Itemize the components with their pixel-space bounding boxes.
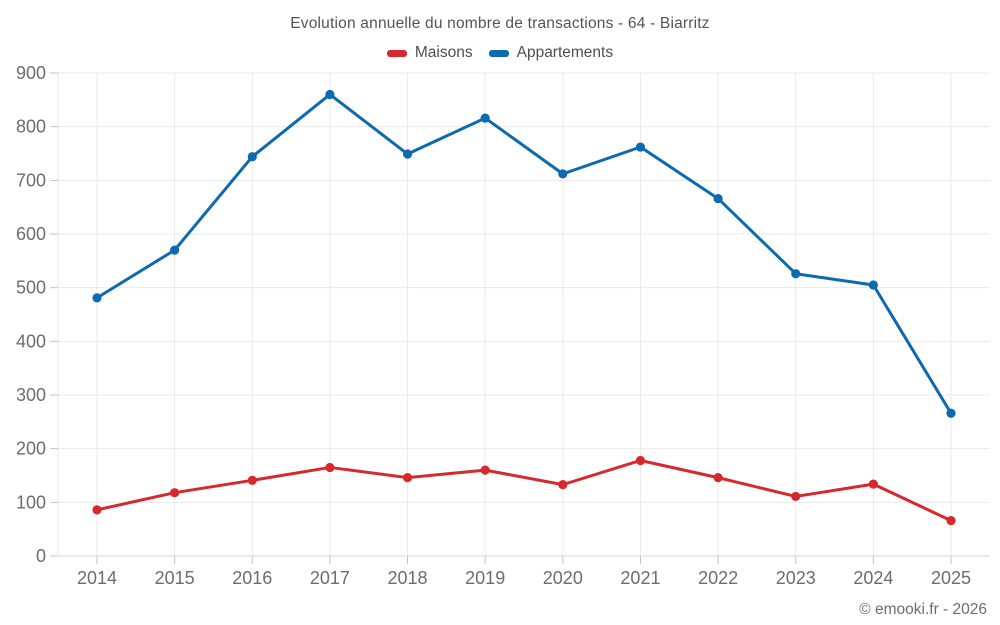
legend-item-appartements[interactable]: Appartements — [488, 44, 614, 62]
y-axis-tick-label: 900 — [16, 63, 46, 83]
point-appartements-2015[interactable] — [170, 245, 180, 255]
point-appartements-2020[interactable] — [558, 169, 568, 179]
y-axis-tick-label: 400 — [16, 331, 46, 351]
point-maisons-2021[interactable] — [635, 455, 646, 466]
point-appartements-2024[interactable] — [868, 280, 878, 290]
point-appartements-2023[interactable] — [791, 269, 801, 279]
y-axis-tick-label: 100 — [16, 492, 46, 512]
y-axis-tick-label: 200 — [16, 439, 46, 459]
x-axis-tick-label: 2023 — [776, 568, 816, 588]
x-axis-tick-label: 2015 — [155, 568, 195, 588]
legend-swatch-appartements — [488, 49, 509, 57]
legend-item-maisons[interactable]: Maisons — [386, 44, 473, 62]
point-appartements-2019[interactable] — [480, 113, 490, 123]
x-axis-tick-label: 2017 — [310, 568, 350, 588]
point-appartements-2025[interactable] — [946, 408, 956, 418]
point-appartements-2016[interactable] — [247, 152, 257, 162]
copyright-footer: © emooki.fr - 2026 — [859, 601, 987, 618]
y-axis-tick-label: 0 — [36, 546, 46, 566]
point-maisons-2017[interactable] — [325, 462, 335, 473]
point-maisons-2023[interactable] — [791, 491, 801, 502]
y-axis-tick-label: 300 — [16, 385, 46, 405]
x-axis-tick-label: 2019 — [465, 568, 505, 588]
x-axis-tick-label: 2018 — [388, 568, 428, 588]
y-axis-tick-label: 600 — [16, 224, 46, 244]
legend: Maisons Appartements — [0, 44, 1000, 62]
y-axis-tick-label: 500 — [16, 278, 46, 298]
series-line-appartements — [95, 92, 953, 415]
legend-swatch-maisons — [386, 49, 407, 57]
point-appartements-2017[interactable] — [325, 89, 335, 100]
point-maisons-2015[interactable] — [170, 488, 180, 498]
point-maisons-2025[interactable] — [946, 515, 956, 526]
point-appartements-2018[interactable] — [402, 149, 413, 159]
legend-label-maisons: Maisons — [414, 44, 473, 61]
series-line-maisons — [95, 458, 953, 523]
point-maisons-2022[interactable] — [713, 473, 723, 483]
point-appartements-2021[interactable] — [635, 142, 646, 152]
point-appartements-2014[interactable] — [92, 293, 102, 303]
legend-label-appartements: Appartements — [516, 44, 614, 61]
x-axis-tick-label: 2016 — [232, 568, 272, 588]
x-axis-tick-label: 2024 — [853, 568, 893, 588]
chart-title: Evolution annuelle du nombre de transact… — [290, 15, 710, 32]
y-axis-tick-label: 700 — [16, 170, 46, 190]
point-maisons-2019[interactable] — [480, 465, 490, 475]
x-axis-tick-label: 2020 — [543, 568, 583, 588]
point-maisons-2020[interactable] — [558, 480, 568, 490]
point-maisons-2016[interactable] — [247, 475, 257, 485]
point-maisons-2024[interactable] — [868, 479, 878, 489]
x-axis-tick-label: 2022 — [698, 568, 738, 588]
point-appartements-2022[interactable] — [713, 193, 723, 204]
x-axis-tick-label: 2025 — [931, 568, 971, 588]
point-maisons-2018[interactable] — [402, 473, 413, 483]
point-maisons-2014[interactable] — [92, 505, 102, 515]
x-axis-tick-label: 2014 — [77, 568, 117, 588]
x-axis-tick-label: 2021 — [620, 568, 660, 588]
y-axis-tick-label: 800 — [16, 117, 46, 137]
